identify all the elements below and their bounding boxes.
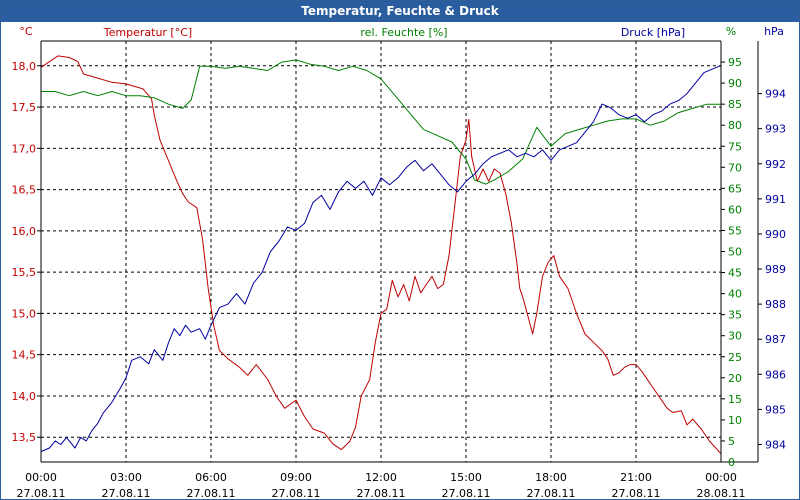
temperature-tick-label: 16,5 [12,184,37,197]
temperature-unit-label: °C [19,25,33,38]
x-tick-time: 18:00 [535,471,567,484]
series-line-humidity [41,59,721,185]
pressure-tick-label: 987 [765,333,786,346]
humidity-tick-label: 35 [728,309,742,322]
x-tick-date: 27.08.11 [17,487,66,499]
pressure-tick-label: 993 [765,123,786,136]
humidity-tick-label: 80 [728,119,742,132]
humidity-tick-label: 10 [728,414,742,427]
window-title: Temperatur, Feuchte & Druck [1,1,799,22]
pressure-tick-label: 986 [765,368,786,381]
humidity-tick-label: 75 [728,140,742,153]
x-tick-date: 28.08.11 [697,487,746,499]
temperature-axis-title: Temperatur [°C] [103,26,192,39]
pressure-unit-label: hPa [764,25,784,38]
x-tick-date: 27.08.11 [527,487,576,499]
labels-layer: 00:00 27.08.11 03:00 27.08.11 06:00 27.08.11 0… [12,25,787,499]
humidity-tick-label: 40 [728,288,742,301]
pressure-axis-title: Druck [hPa] [621,26,685,39]
pressure-tick-label: 992 [765,158,786,171]
x-tick-time: 09:00 [280,471,312,484]
temperature-tick-label: 15,5 [12,266,37,279]
temperature-tick-label: 18,0 [12,60,37,73]
pressure-tick-label: 985 [765,403,786,416]
pressure-tick-label: 994 [765,88,786,101]
x-tick-date: 27.08.11 [612,487,661,499]
humidity-tick-label: 70 [728,161,742,174]
humidity-tick-label: 95 [728,56,742,69]
series-line-temperature [40,55,722,455]
humidity-tick-label: 25 [728,351,742,364]
x-tick-time: 06:00 [195,471,227,484]
humidity-axis-title: rel. Feuchte [%] [360,26,447,39]
temperature-tick-label: 14,5 [12,349,37,362]
humidity-tick-label: 65 [728,182,742,195]
temperature-tick-label: 17,0 [12,142,37,155]
humidity-tick-label: 20 [728,372,742,385]
line-chart: 00:00 27.08.11 03:00 27.08.11 06:00 27.08.11 0… [12,25,787,499]
x-tick-time: 03:00 [110,471,142,484]
x-tick-time: 15:00 [450,471,482,484]
humidity-tick-label: 45 [728,267,742,280]
x-tick-time: 00:00 [25,471,57,484]
pressure-tick-label: 990 [765,228,786,241]
axes-layer [37,40,762,463]
humidity-tick-label: 85 [728,98,742,111]
chart-grid [41,41,721,462]
series-layer [40,55,722,455]
x-tick-date: 27.08.11 [187,487,236,499]
pressure-tick-label: 988 [765,298,786,311]
x-tick-time: 12:00 [365,471,397,484]
humidity-tick-label: 5 [728,435,735,448]
humidity-tick-label: 0 [728,456,735,469]
humidity-unit-label: % [726,25,736,38]
humidity-tick-label: 30 [728,330,742,343]
temperature-tick-label: 15,0 [12,307,37,320]
temperature-tick-label: 14,0 [12,390,37,403]
humidity-tick-label: 90 [728,77,742,90]
x-tick-date: 27.08.11 [272,487,321,499]
x-tick-date: 27.08.11 [102,487,151,499]
x-tick-time: 00:00 [705,471,737,484]
humidity-tick-label: 15 [728,393,742,406]
pressure-tick-label: 991 [765,193,786,206]
humidity-tick-label: 60 [728,203,742,216]
x-tick-time: 21:00 [620,471,652,484]
temperature-tick-label: 13,5 [12,431,37,444]
temperature-tick-label: 17,5 [12,101,37,114]
temperature-tick-label: 16,0 [12,225,37,238]
series-line-pressure [40,65,722,452]
humidity-tick-label: 50 [728,246,742,259]
x-tick-date: 27.08.11 [357,487,406,499]
x-tick-date: 27.08.11 [442,487,491,499]
pressure-tick-label: 984 [765,438,786,451]
humidity-tick-label: 55 [728,224,742,237]
pressure-tick-label: 989 [765,263,786,276]
